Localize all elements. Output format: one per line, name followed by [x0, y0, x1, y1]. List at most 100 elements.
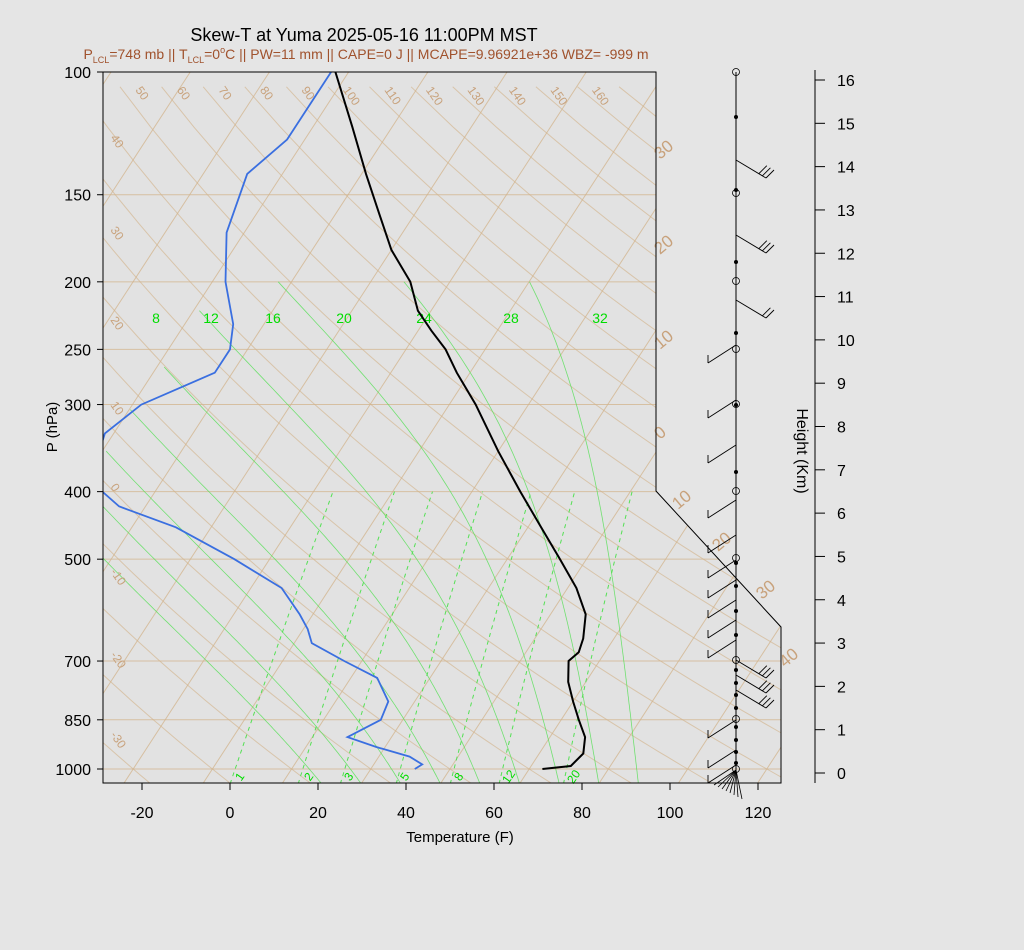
moist-adiabat-line [103, 483, 362, 783]
wind-level-circle [732, 487, 740, 495]
y-tick-label: 850 [64, 713, 91, 730]
wind-barb-flag [758, 240, 768, 249]
wind-barb-flag [758, 665, 768, 674]
dry-adiabat-line [103, 86, 473, 783]
dry-adiabat-line [327, 86, 781, 783]
wind-barb-flag [762, 697, 771, 707]
wind-barb [735, 769, 743, 800]
wind-barb-flag [765, 684, 775, 694]
wind-level-circle [732, 400, 740, 408]
wind-barb [707, 559, 737, 579]
x-tick-label: 60 [485, 805, 503, 822]
isotherm-line [103, 72, 508, 783]
mixing-ratio-line [395, 491, 484, 783]
wind-barb-flag [762, 307, 771, 317]
wind-level-dot [734, 584, 738, 588]
wind-barb-flag [758, 680, 768, 689]
y-tick-label: 500 [64, 552, 91, 569]
dry-adiabat-line [103, 86, 781, 783]
wind-level-circle [732, 277, 740, 285]
height-tick-label: 1 [837, 723, 846, 740]
plot-border [102, 71, 782, 784]
y-tick-label: 1000 [55, 762, 91, 779]
wind-barb [707, 639, 737, 659]
wind-barbs [707, 68, 775, 800]
wind-barb [707, 399, 737, 419]
moist-adiabat-lines [103, 281, 639, 783]
height-tick-label: 5 [837, 549, 846, 566]
y-tick-label: 700 [64, 654, 91, 671]
wind-barb-flag [762, 682, 771, 692]
isotherm-line [202, 72, 666, 783]
wind-barb [735, 659, 767, 679]
wind-barb [717, 769, 737, 788]
isotherm-line [103, 72, 270, 783]
moist-adiabat-line [403, 281, 600, 783]
sounding-profiles [103, 72, 587, 770]
lcl-pressure: 748 mb [118, 46, 165, 62]
isotherm-line [103, 72, 350, 783]
wind-barb [713, 769, 737, 786]
y-tick-label: 250 [64, 342, 91, 359]
height-tick-label: 3 [837, 636, 846, 653]
dry-adiabat-line [103, 86, 232, 783]
wind-level-dot [734, 706, 738, 710]
wind-barb-flag [765, 244, 775, 254]
x-tick-label: 80 [573, 805, 591, 822]
wind-level-dot [734, 668, 738, 672]
height-tick-label: 14 [837, 160, 855, 177]
dry-adiabat-line [202, 86, 781, 783]
wind-barb-flag [765, 169, 775, 179]
wind-level-dot [734, 331, 738, 335]
wind-barb-flag [758, 695, 768, 704]
wind-barb [707, 499, 737, 519]
wind-barb [707, 444, 737, 464]
height-tick-label: 16 [837, 73, 855, 90]
height-tick-label: 9 [837, 376, 846, 393]
x-tick-label: -20 [130, 805, 153, 822]
wind-level-dot [734, 681, 738, 685]
mixing-ratio-line [563, 491, 633, 783]
height-tick-label: 11 [837, 290, 854, 307]
height-tick-label: 10 [837, 333, 855, 350]
moist-adiabat-line [199, 310, 520, 783]
wind-level-dot [734, 260, 738, 264]
wind-barb [707, 764, 737, 784]
height-tick-label: 2 [837, 679, 846, 696]
wind-barb [735, 159, 767, 179]
wind-level-circle [732, 68, 740, 76]
moist-adiabat-line [277, 281, 560, 783]
temperature-profile [334, 72, 587, 770]
subtitle-rest: || PW=11 mm || CAPE=0 J || MCAPE=9.96921… [235, 46, 648, 62]
moist-adiabat-line [163, 366, 481, 783]
y-tick-label: 400 [64, 485, 91, 502]
wind-barb [733, 769, 737, 796]
x-tick-label: 20 [309, 805, 327, 822]
wind-barb [735, 234, 767, 254]
chart-subtitle: PLCL=748 mb || TLCL=0oC || PW=11 mm || C… [83, 45, 648, 65]
wind-barb [721, 769, 737, 790]
wind-barb [735, 299, 767, 319]
height-tick-label: 12 [837, 246, 855, 263]
wind-barb [707, 619, 737, 639]
x-axis-label: Temperature (F) [406, 829, 514, 846]
height-tick-label: 4 [837, 593, 846, 610]
dry-adiabat-line [103, 86, 781, 783]
plot-frame [102, 71, 782, 784]
moist-adiabat-line [103, 516, 322, 783]
wind-level-dot [734, 750, 738, 754]
dry-adiabat-line [103, 86, 312, 783]
x-tick-label: 0 [226, 805, 235, 822]
y-tick-label: 200 [64, 275, 91, 292]
dewpoint-profile [103, 72, 424, 770]
wind-level-dot [734, 609, 738, 613]
mixing-ratio-line [449, 491, 532, 783]
dry-adiabat-line [286, 86, 781, 783]
height-tick-label: 0 [837, 766, 846, 783]
wind-level-circle [732, 715, 740, 723]
moist-adiabat-line [130, 409, 441, 783]
height-tick-label: 15 [837, 116, 855, 133]
moist-adiabat-label: 16 [265, 310, 281, 326]
moist-adiabat-line [529, 281, 639, 783]
wind-barb-flag [762, 167, 771, 177]
